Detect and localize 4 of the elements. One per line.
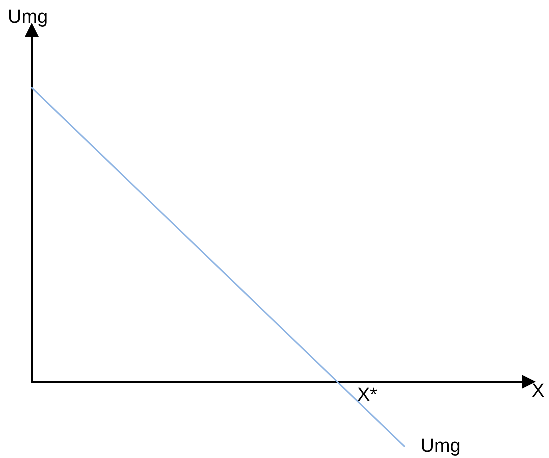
annotation: X*	[358, 385, 378, 406]
x-axis-title: X	[532, 381, 545, 402]
y-axis-title: Umg	[8, 7, 48, 28]
series-label: Umg	[420, 436, 461, 458]
